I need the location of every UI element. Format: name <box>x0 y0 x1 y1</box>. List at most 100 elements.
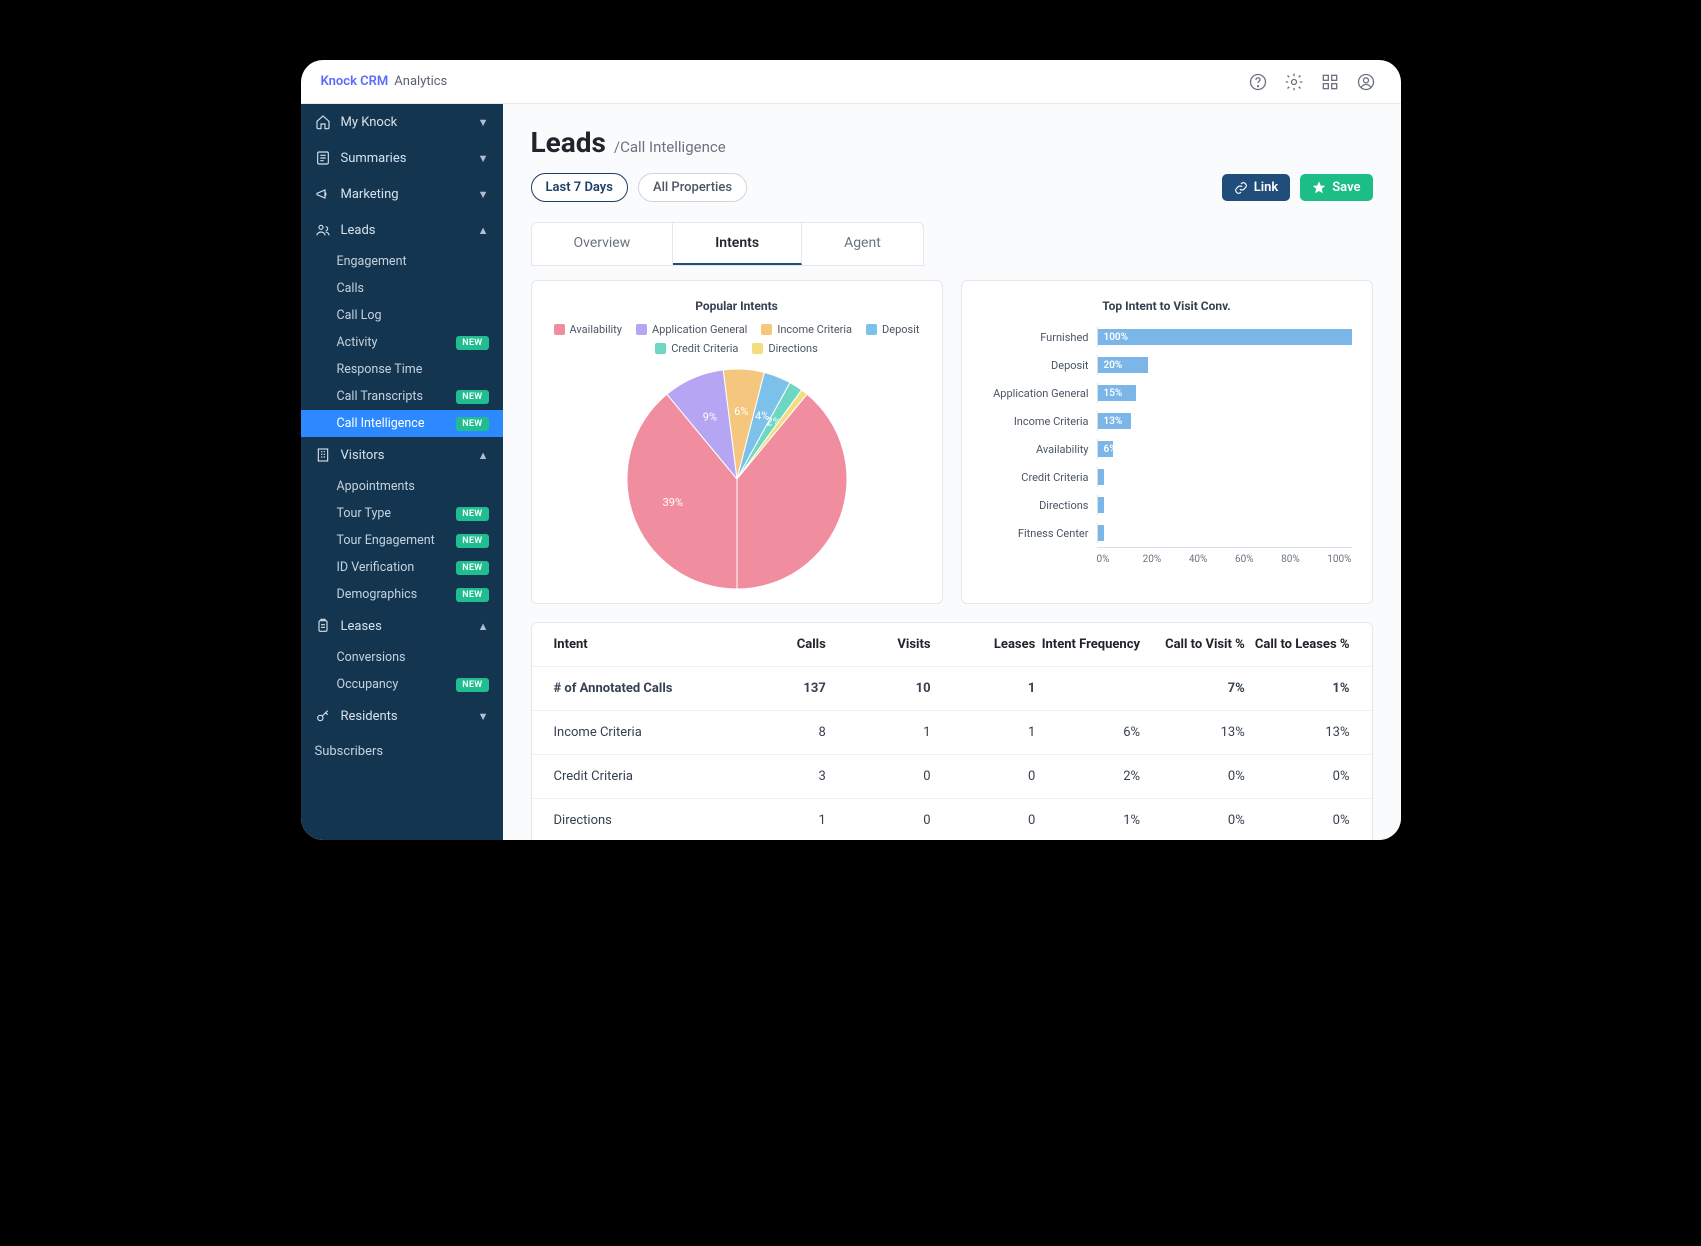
brand-name[interactable]: Knock CRM <box>321 74 389 89</box>
sidebar-item-label: My Knock <box>341 115 478 130</box>
bar-axis: 0%20%40%60%80%100% <box>1097 547 1352 565</box>
sidebar-item-label: Leads <box>341 223 478 238</box>
sidebar-item-subscribers[interactable]: Subscribers <box>301 734 503 769</box>
sidebar-subitem-occupancy[interactable]: OccupancyNEW <box>301 671 503 698</box>
sidebar-subitem-appointments[interactable]: Appointments <box>301 473 503 500</box>
sidebar-item-leads[interactable]: Leads ▲ <box>301 212 503 248</box>
link-button[interactable]: Link <box>1222 174 1291 201</box>
sidebar-subitem-demographics[interactable]: DemographicsNEW <box>301 581 503 608</box>
sidebar-item-my-knock[interactable]: My Knock ▼ <box>301 104 503 140</box>
bar-row: Fitness Center <box>982 519 1352 547</box>
sidebar-subitem-label: Call Transcripts <box>337 389 423 404</box>
bar-fill: 6% <box>1098 441 1113 457</box>
date-filter-pill[interactable]: Last 7 Days <box>531 173 628 202</box>
bar-row: Income Criteria 13% <box>982 407 1352 435</box>
chevron-down-icon: ▼ <box>478 188 489 201</box>
sidebar-subitem-label: Calls <box>337 281 364 296</box>
sidebar: My Knock ▼ Summaries ▼ Marketing ▼ Leads… <box>301 104 503 840</box>
link-button-label: Link <box>1254 180 1279 195</box>
user-icon[interactable] <box>1351 67 1381 97</box>
key-icon <box>315 708 331 724</box>
chevron-up-icon: ▲ <box>478 449 489 462</box>
sidebar-subitem-conversions[interactable]: Conversions <box>301 644 503 671</box>
sidebar-item-label: Summaries <box>341 151 478 166</box>
sidebar-item-marketing[interactable]: Marketing ▼ <box>301 176 503 212</box>
sidebar-subitem-tour-engagement[interactable]: Tour EngagementNEW <box>301 527 503 554</box>
sidebar-subitem-tour-type[interactable]: Tour TypeNEW <box>301 500 503 527</box>
table-header-cell: Leases <box>931 637 1036 652</box>
sidebar-subitem-label: Occupancy <box>337 677 399 692</box>
tabs: OverviewIntentsAgent <box>531 222 924 266</box>
sidebar-subitem-label: Tour Type <box>337 506 392 521</box>
table-cell: 1 <box>931 725 1036 740</box>
chevron-down-icon: ▼ <box>478 152 489 165</box>
property-filter-pill[interactable]: All Properties <box>638 173 747 202</box>
sidebar-item-label: Visitors <box>341 448 478 463</box>
tab-overview[interactable]: Overview <box>532 223 674 265</box>
new-badge: NEW <box>456 336 488 350</box>
legend-item: Availability <box>554 323 622 336</box>
table-cell: 0% <box>1245 813 1350 828</box>
sidebar-item-label: Marketing <box>341 187 478 202</box>
bar-fill <box>1098 497 1104 513</box>
table-cell: 7% <box>1140 681 1245 696</box>
help-icon[interactable] <box>1243 67 1273 97</box>
sidebar-subitem-call-log[interactable]: Call Log <box>301 302 503 329</box>
tab-intents[interactable]: Intents <box>673 223 802 265</box>
svg-text:39%: 39% <box>662 496 682 509</box>
apps-icon[interactable] <box>1315 67 1345 97</box>
gear-icon[interactable] <box>1279 67 1309 97</box>
table-cell: 0% <box>1140 769 1245 784</box>
sidebar-item-visitors[interactable]: Visitors ▲ <box>301 437 503 473</box>
new-badge: NEW <box>456 390 488 404</box>
bar-fill: 15% <box>1098 385 1136 401</box>
table-cell: Credit Criteria <box>554 769 722 784</box>
table-row: Income Criteria8116%13%13% <box>532 711 1372 755</box>
table-header-cell: Calls <box>721 637 826 652</box>
sidebar-subitem-call-intelligence[interactable]: Call IntelligenceNEW <box>301 410 503 437</box>
bar-label: Availability <box>982 443 1097 456</box>
sidebar-subitem-id-verification[interactable]: ID VerificationNEW <box>301 554 503 581</box>
sidebar-subitem-label: Response Time <box>337 362 423 377</box>
new-badge: NEW <box>456 561 488 575</box>
brand-section: Analytics <box>394 74 447 89</box>
legend-item: Application General <box>636 323 747 336</box>
bar-row: Application General 15% <box>982 379 1352 407</box>
tab-agent[interactable]: Agent <box>802 223 923 265</box>
bar-fill <box>1098 525 1104 541</box>
table-row: # of Annotated Calls1371017%1% <box>532 667 1372 711</box>
table-cell: 13% <box>1245 725 1350 740</box>
sidebar-subitem-label: Conversions <box>337 650 406 665</box>
new-badge: NEW <box>456 534 488 548</box>
save-button[interactable]: Save <box>1300 174 1372 201</box>
pie-chart-card: Popular Intents AvailabilityApplication … <box>531 280 943 604</box>
bar-row: Furnished 100% <box>982 323 1352 351</box>
sidebar-subitem-response-time[interactable]: Response Time <box>301 356 503 383</box>
sidebar-subitem-activity[interactable]: ActivityNEW <box>301 329 503 356</box>
table-header-cell: Call to Leases % <box>1245 637 1350 652</box>
sidebar-subitem-engagement[interactable]: Engagement <box>301 248 503 275</box>
chevron-down-icon: ▼ <box>478 116 489 129</box>
sidebar-subitem-calls[interactable]: Calls <box>301 275 503 302</box>
table-cell: 2% <box>1035 769 1140 784</box>
bar-label: Deposit <box>982 359 1097 372</box>
table-cell: 8 <box>721 725 826 740</box>
page-title-text: Leads <box>531 126 606 159</box>
sidebar-item-summaries[interactable]: Summaries ▼ <box>301 140 503 176</box>
table-cell: 137 <box>721 681 826 696</box>
table-header-cell: Intent Frequency <box>1035 637 1140 652</box>
bar-label: Furnished <box>982 331 1097 344</box>
sidebar-subitem-call-transcripts[interactable]: Call Transcripts NEW <box>301 383 503 410</box>
sidebar-subitem-label: Call Intelligence <box>337 416 425 431</box>
table-cell: Income Criteria <box>554 725 722 740</box>
table-cell: 6% <box>1035 725 1140 740</box>
megaphone-icon <box>315 186 331 202</box>
table-header-cell: Call to Visit % <box>1140 637 1245 652</box>
app-frame: Knock CRM Analytics My Knock ▼ Summaries… <box>301 60 1401 840</box>
sidebar-item-residents[interactable]: Residents ▼ <box>301 698 503 734</box>
table-cell: 1% <box>1245 681 1350 696</box>
sidebar-item-leases[interactable]: Leases ▲ <box>301 608 503 644</box>
chevron-down-icon: ▼ <box>478 710 489 723</box>
table-cell: 1% <box>1035 813 1140 828</box>
bar-fill <box>1098 469 1104 485</box>
